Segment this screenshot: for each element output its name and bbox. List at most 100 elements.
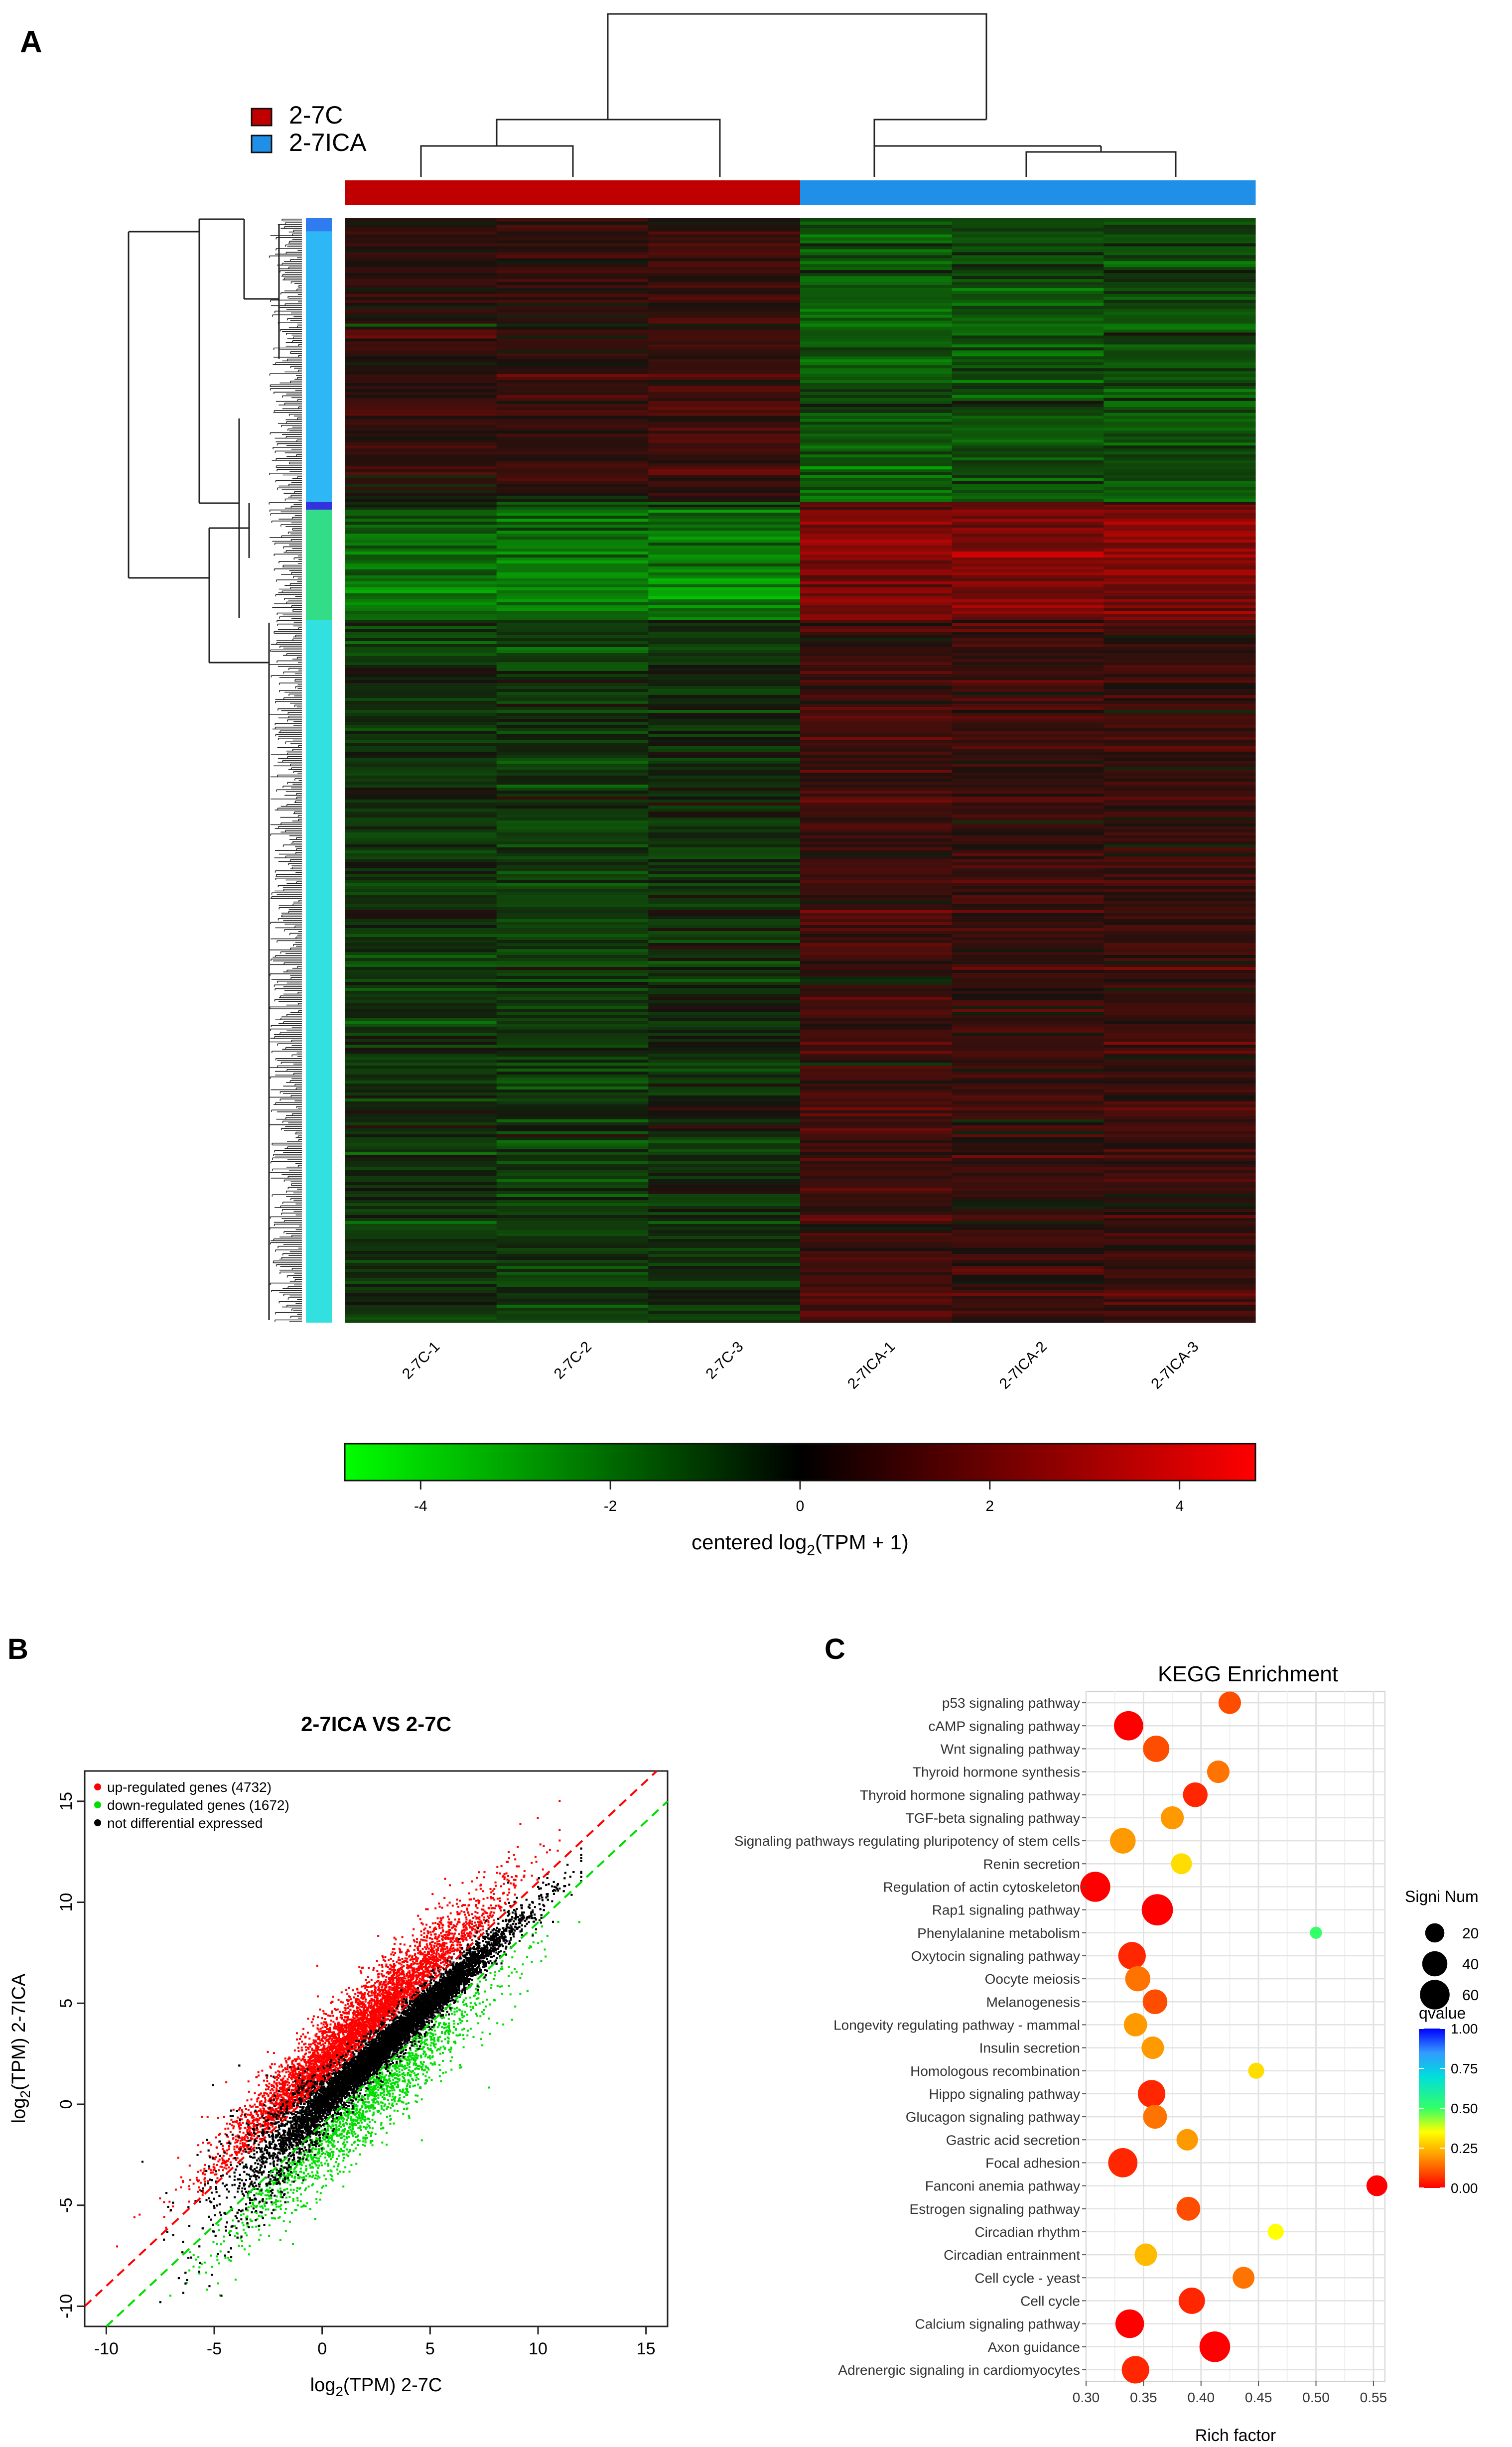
heatmap-cell bbox=[345, 922, 497, 926]
heatmap-cell bbox=[800, 353, 952, 357]
heatmap-cell bbox=[497, 937, 649, 941]
heatmap-cell bbox=[345, 1191, 497, 1195]
heatmap-cell bbox=[952, 716, 1104, 719]
heatmap-cell bbox=[952, 680, 1104, 683]
heatmap-cell bbox=[497, 919, 649, 923]
heatmap-cell bbox=[345, 752, 497, 755]
scatter-point bbox=[338, 2037, 340, 2039]
scatter-point bbox=[490, 1904, 492, 1906]
heatmap-cell bbox=[497, 755, 649, 758]
heatmap-cell bbox=[345, 584, 497, 588]
heatmap-cell bbox=[800, 898, 952, 902]
heatmap-cell bbox=[800, 1018, 952, 1021]
heatmap-cell bbox=[648, 469, 800, 473]
heatmap-cell bbox=[648, 725, 800, 728]
scatter-point bbox=[393, 1954, 395, 1956]
scatter-point bbox=[405, 1986, 407, 1988]
heatmap-cell bbox=[648, 874, 800, 878]
heatmap-cell bbox=[345, 1134, 497, 1138]
heatmap-cell bbox=[1103, 1155, 1255, 1159]
heatmap-cell bbox=[800, 641, 952, 645]
heatmap-cell bbox=[497, 1131, 649, 1135]
heatmap-cell bbox=[800, 371, 952, 375]
heatmap-cell bbox=[952, 770, 1104, 773]
heatmap-cell bbox=[952, 937, 1104, 941]
scatter-point bbox=[437, 1923, 439, 1925]
heatmap-cell bbox=[648, 1146, 800, 1150]
heatmap-cell bbox=[345, 1072, 497, 1075]
heatmap-cell bbox=[648, 1209, 800, 1213]
heatmap-cell bbox=[345, 680, 497, 683]
heatmap-cell bbox=[1103, 1033, 1255, 1036]
scatter-point bbox=[346, 1999, 348, 2001]
heatmap-cell bbox=[497, 439, 649, 443]
heatmap-cell bbox=[497, 605, 649, 609]
heatmap-cell bbox=[345, 1251, 497, 1254]
heatmap-cell bbox=[497, 871, 649, 875]
heatmap-cell bbox=[497, 970, 649, 973]
heatmap-cell bbox=[345, 1018, 497, 1021]
heatmap-cell bbox=[952, 928, 1104, 932]
heatmap-cell bbox=[345, 662, 497, 666]
heatmap-cell bbox=[497, 638, 649, 642]
heatmap-cell bbox=[345, 623, 497, 627]
heatmap-cell bbox=[800, 994, 952, 997]
heatmap-cell bbox=[1103, 487, 1255, 491]
scatter-point bbox=[471, 1913, 473, 1915]
heatmap-cell bbox=[648, 487, 800, 491]
heatmap-cell bbox=[952, 318, 1104, 321]
heatmap-cell bbox=[800, 324, 952, 327]
heatmap-cell bbox=[648, 626, 800, 630]
heatmap-cell bbox=[1103, 701, 1255, 704]
heatmap-cell bbox=[1103, 404, 1255, 408]
heatmap-cell bbox=[345, 249, 497, 253]
heatmap-cell bbox=[345, 1245, 497, 1248]
scatter-point bbox=[245, 2108, 247, 2110]
scatter-point bbox=[229, 2155, 231, 2157]
heatmap-cell bbox=[800, 1248, 952, 1251]
heatmap-cell bbox=[345, 1140, 497, 1144]
scatter-point bbox=[504, 1878, 506, 1880]
heatmap-cell bbox=[952, 731, 1104, 734]
heatmap-cell bbox=[800, 701, 952, 704]
heatmap-cell bbox=[345, 764, 497, 767]
scatter-point bbox=[515, 1875, 517, 1877]
heatmap-cell bbox=[497, 1212, 649, 1216]
heatmap-cell bbox=[1103, 1128, 1255, 1132]
heatmap-cell bbox=[497, 623, 649, 627]
heatmap-cell bbox=[1103, 575, 1255, 579]
heatmap-cell bbox=[1103, 1137, 1255, 1141]
scatter-point bbox=[382, 1970, 384, 1972]
heatmap-cell bbox=[800, 800, 952, 803]
heatmap-cell bbox=[648, 282, 800, 285]
heatmap-cell bbox=[345, 608, 497, 612]
scatter-point bbox=[217, 2161, 219, 2163]
heatmap-cell bbox=[345, 478, 497, 482]
heatmap-cell bbox=[497, 1048, 649, 1051]
heatmap-cell bbox=[952, 1069, 1104, 1072]
heatmap-cell bbox=[345, 1212, 497, 1216]
heatmap-cell bbox=[952, 832, 1104, 836]
heatmap-cell bbox=[345, 1233, 497, 1236]
heatmap-cell bbox=[648, 668, 800, 672]
heatmap-cell bbox=[497, 994, 649, 997]
heatmap-cell bbox=[952, 1095, 1104, 1099]
heatmap-cell bbox=[952, 1003, 1104, 1006]
heatmap-cell bbox=[648, 218, 800, 222]
heatmap-cell bbox=[497, 569, 649, 573]
heatmap-cell bbox=[497, 264, 649, 268]
heatmap-cell bbox=[952, 1092, 1104, 1096]
heatmap-cell bbox=[648, 1110, 800, 1114]
heatmap-cell bbox=[648, 1128, 800, 1132]
heatmap-cell bbox=[800, 238, 952, 241]
heatmap-cell bbox=[648, 949, 800, 952]
scatter-point bbox=[317, 2024, 319, 2026]
heatmap-cell bbox=[800, 218, 952, 222]
scatter-point bbox=[398, 1957, 400, 1959]
scatter-point bbox=[301, 2046, 303, 2048]
heatmap-cell bbox=[497, 1173, 649, 1177]
heatmap-cell bbox=[952, 964, 1104, 967]
heatmap-cell bbox=[1103, 853, 1255, 857]
heatmap-cell bbox=[1103, 859, 1255, 863]
heatmap-cell bbox=[952, 1110, 1104, 1114]
